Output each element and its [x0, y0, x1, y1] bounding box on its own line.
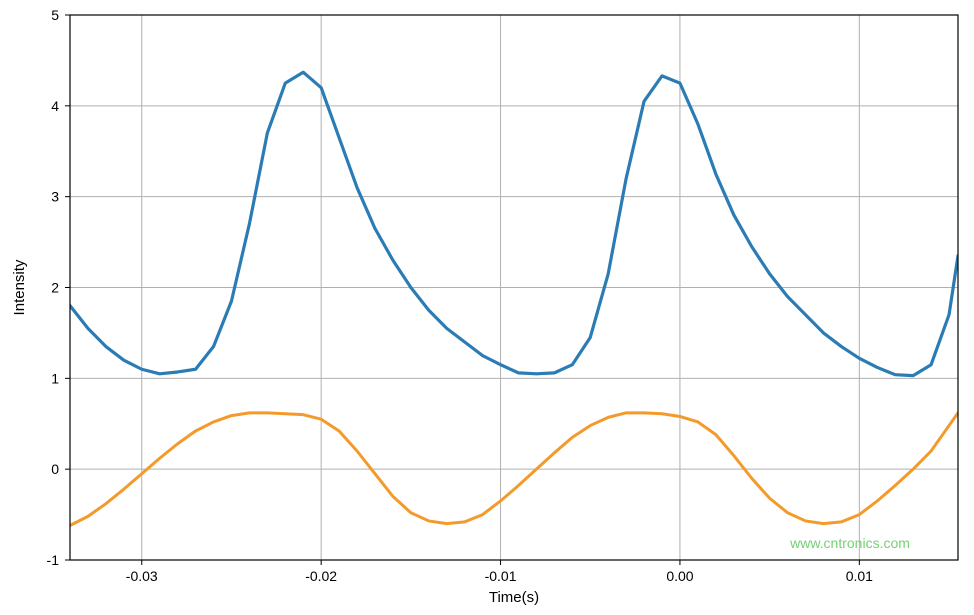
y-tick-label: 4 [51, 98, 59, 114]
y-axis-label: Intensity [11, 259, 28, 315]
x-tick-label: -0.01 [485, 568, 517, 584]
x-tick-label: 0.00 [666, 568, 693, 584]
y-tick-label: 0 [51, 461, 59, 477]
line-chart: -0.03 -0.02 -0.01 0.00 0.01 -1 0 1 2 3 4 5 Time(s) In… [0, 0, 974, 610]
watermark: www.cntronics.com [789, 535, 910, 551]
y-tick-label: -1 [47, 552, 60, 568]
x-tick-label: 0.01 [846, 568, 873, 584]
y-tick-label: 3 [51, 189, 59, 205]
x-axis-label: Time(s) [489, 589, 539, 606]
chart-container: -0.03 -0.02 -0.01 0.00 0.01 -1 0 1 2 3 4 5 Time(s) In… [0, 0, 974, 610]
y-tick-label: 5 [51, 7, 59, 23]
y-tick-label: 2 [51, 280, 59, 296]
y-tick-label: 1 [51, 370, 59, 386]
x-tick-label: -0.03 [126, 568, 158, 584]
x-tick-label: -0.02 [305, 568, 337, 584]
